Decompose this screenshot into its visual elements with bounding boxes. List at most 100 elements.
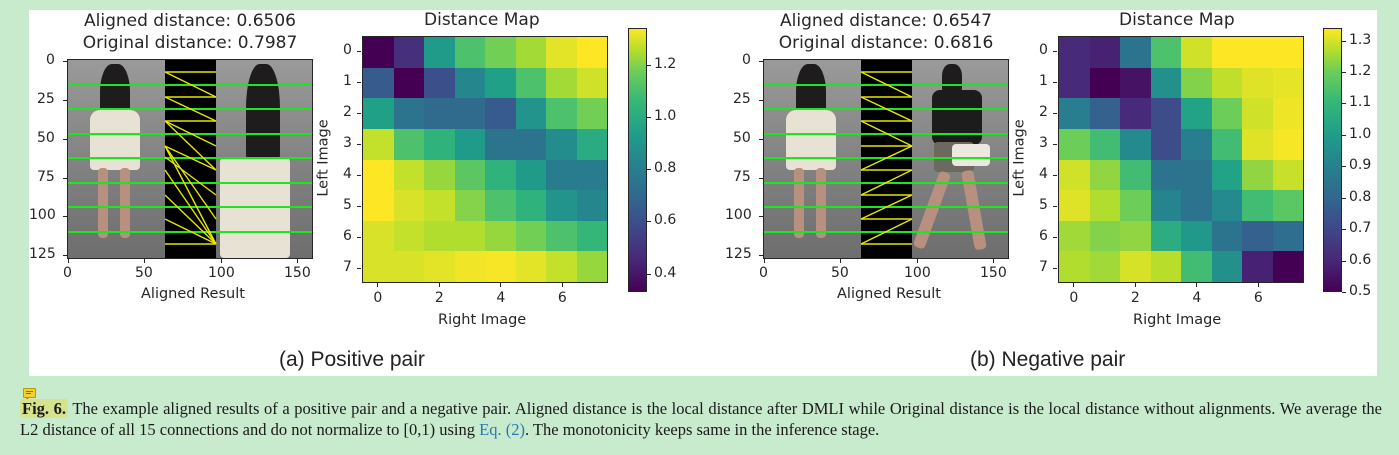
y-tick-label: 50 bbox=[733, 130, 751, 146]
heatmap-cell bbox=[1150, 251, 1181, 282]
y-tick-label: 125 bbox=[29, 246, 56, 262]
colorbar-tick-label: 0.7 bbox=[1349, 220, 1372, 237]
x-tick-label: 0 bbox=[373, 290, 383, 306]
heatmap-cell bbox=[363, 220, 394, 252]
x-tick-label: 0 bbox=[1069, 290, 1079, 306]
heatmap-cell bbox=[1272, 67, 1303, 99]
heatmap-cell bbox=[485, 220, 516, 252]
y-tick-label: 0 bbox=[343, 42, 352, 59]
note-annotation-icon[interactable] bbox=[23, 388, 36, 401]
heatmap-cell bbox=[454, 190, 485, 221]
colorbar-tick-label: 1.0 bbox=[1349, 125, 1372, 142]
heatmap-cell bbox=[1059, 220, 1090, 252]
y-axis-label: Left Image bbox=[1011, 119, 1028, 197]
heatmap-cell bbox=[576, 37, 607, 68]
heatmap-cell bbox=[1059, 37, 1090, 68]
y-tick-label: 0 bbox=[1039, 42, 1048, 59]
heatmap-cell bbox=[576, 220, 607, 252]
y-tick-label: 100 bbox=[29, 207, 56, 223]
x-axis-label: Aligned Result bbox=[141, 286, 245, 302]
heatmap-cell bbox=[363, 128, 394, 160]
heatmap-cell bbox=[1272, 37, 1303, 68]
heatmap-cell bbox=[1059, 159, 1090, 191]
heatmap-cell bbox=[363, 67, 394, 99]
heatmap-cell bbox=[1120, 67, 1151, 99]
heatmap-cell bbox=[1272, 128, 1303, 160]
heatmap-cell bbox=[454, 128, 485, 160]
heatmap-cell bbox=[1120, 98, 1151, 129]
x-tick-label: 6 bbox=[557, 290, 567, 306]
heatmap-cell bbox=[576, 251, 607, 282]
heatmap-cell bbox=[1150, 220, 1181, 252]
equation-link[interactable]: Eq. (2) bbox=[479, 420, 525, 439]
heatmap-cell bbox=[393, 128, 424, 160]
x-tick-label: 150 bbox=[980, 265, 1007, 281]
y-tick-label: 7 bbox=[1039, 258, 1048, 275]
heatmap-cell bbox=[1089, 190, 1120, 221]
heatmap-cell bbox=[1242, 128, 1273, 160]
colorbar-tick-label: 1.2 bbox=[1349, 63, 1372, 79]
heatmap-cell bbox=[1242, 220, 1273, 252]
y-tick-label: 0 bbox=[742, 52, 751, 68]
y-tick-label: 5 bbox=[343, 196, 352, 213]
colorbar bbox=[1323, 28, 1342, 292]
distance-map-heatmap bbox=[1058, 36, 1304, 283]
y-tick-label: 5 bbox=[1039, 196, 1048, 213]
original-distance-title: Original distance: 0.6816 bbox=[778, 33, 994, 53]
colorbar-tick-label: 0.9 bbox=[1349, 157, 1372, 174]
heatmap-cell bbox=[1211, 159, 1242, 191]
caption-text-end: . The monotonicity keeps same in the inf… bbox=[524, 420, 880, 439]
y-tick-label: 50 bbox=[37, 130, 55, 146]
heatmap-cell bbox=[576, 128, 607, 160]
heatmap-cell bbox=[1242, 251, 1273, 282]
heatmap-cell bbox=[424, 67, 455, 99]
heatmap-cell bbox=[485, 159, 516, 191]
heatmap-cell bbox=[424, 159, 455, 191]
heatmap-cell bbox=[1150, 190, 1181, 221]
heatmap-cell bbox=[1242, 159, 1273, 191]
colorbar bbox=[628, 28, 647, 292]
colorbar-tick-label: 1.1 bbox=[1349, 94, 1372, 111]
heatmap-cell bbox=[363, 251, 394, 282]
heatmap-cell bbox=[485, 98, 516, 129]
y-tick-label: 1 bbox=[343, 73, 352, 90]
heatmap-cell bbox=[1272, 159, 1303, 191]
heatmap-cell bbox=[546, 159, 577, 191]
colorbar-tick-label: 0.8 bbox=[654, 160, 677, 177]
caption-text: The example aligned results of a positiv… bbox=[20, 399, 1382, 439]
y-tick-label: 4 bbox=[343, 165, 352, 182]
aligned-result-frame bbox=[763, 59, 1009, 259]
distance-map-title: Distance Map bbox=[1119, 10, 1235, 30]
heatmap-cell bbox=[424, 37, 455, 68]
x-tick-label: 4 bbox=[1192, 290, 1202, 306]
x-tick-label: 50 bbox=[831, 265, 849, 281]
heatmap-cell bbox=[546, 220, 577, 252]
heatmap-cell bbox=[1089, 220, 1120, 252]
aligned-distance-title: Aligned distance: 0.6506 bbox=[84, 11, 296, 31]
y-tick-label: 125 bbox=[725, 246, 752, 262]
left-person-photo bbox=[764, 60, 861, 258]
left-person-photo bbox=[68, 60, 165, 258]
heatmap-cell bbox=[1181, 37, 1212, 68]
heatmap-cell bbox=[1120, 159, 1151, 191]
heatmap-cell bbox=[1242, 67, 1273, 99]
colorbar-tick-label: 1.3 bbox=[1349, 31, 1372, 48]
x-tick-label: 4 bbox=[496, 290, 506, 306]
right-person-photo bbox=[912, 60, 1008, 258]
colorbar-tick-label: 1.2 bbox=[654, 55, 677, 72]
colorbar-tick-label: 0.6 bbox=[654, 212, 677, 229]
y-tick-label: 1 bbox=[1039, 73, 1048, 90]
heatmap-cell bbox=[1150, 98, 1181, 129]
heatmap-cell bbox=[1181, 190, 1212, 221]
heatmap-cell bbox=[454, 159, 485, 191]
heatmap-cell bbox=[485, 37, 516, 68]
heatmap-cell bbox=[546, 37, 577, 68]
y-tick-label: 75 bbox=[37, 169, 55, 185]
x-tick-label: 0 bbox=[63, 265, 72, 281]
aligned-result-plot bbox=[68, 60, 312, 258]
heatmap-cell bbox=[1150, 159, 1181, 191]
heatmap-cell bbox=[1181, 220, 1212, 252]
heatmap-cell bbox=[424, 98, 455, 129]
heatmap-cell bbox=[424, 128, 455, 160]
heatmap-cell bbox=[454, 251, 485, 282]
